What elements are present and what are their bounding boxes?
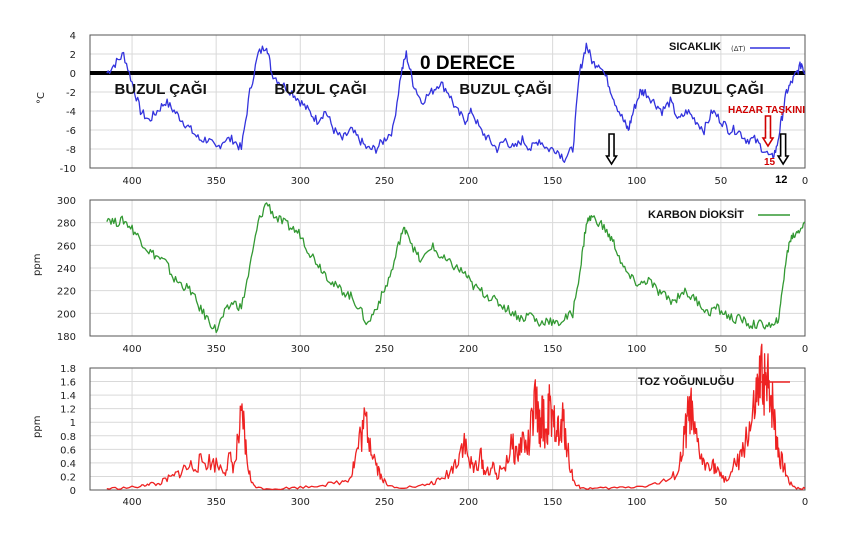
dust-x-tick-label: 250 — [375, 497, 394, 508]
dust-x-tick-label: 150 — [543, 497, 562, 508]
dust-x-tick-label: 400 — [123, 497, 142, 508]
dust-y-tick-label: 1.2 — [60, 405, 76, 416]
temp-x-tick-label: 100 — [627, 176, 646, 187]
co2-y-tick-label: 220 — [57, 287, 76, 298]
co2-plot-frame — [89, 199, 806, 337]
dust-legend: TOZ YOĞUNLUĞU — [638, 375, 790, 388]
co2-y-tick-label: 260 — [57, 241, 76, 252]
co2-y-tick-label: 180 — [57, 332, 76, 343]
zero-degree-label: 0 DERECE — [420, 53, 515, 74]
co2-x-tick-label: 350 — [207, 344, 226, 355]
dust-x-tick-label: 200 — [459, 497, 478, 508]
red-down-arrow-icon — [761, 115, 775, 148]
temp-y-tick-label: 0 — [70, 69, 76, 80]
arrow-shape — [761, 115, 775, 148]
co2-y-tick-label: 200 — [57, 309, 76, 320]
co2-x-tick-label: 150 — [543, 344, 562, 355]
temperature-series-line — [106, 42, 806, 163]
dust-y-ticks: 1.8 1.6 1.4 1.2 1 0.8 0.6 0.4 0.2 0 — [60, 364, 76, 497]
temp-y-tick-label: -2 — [66, 88, 76, 99]
co2-y-tick-label: 300 — [57, 196, 76, 207]
dust-y-tick-label: 0 — [70, 486, 76, 497]
temp-x-tick-label: 400 — [123, 176, 142, 187]
co2-y-tick-label: 240 — [57, 264, 76, 275]
ice-age-label-4: BUZUL ÇAĞI — [671, 80, 763, 98]
dust-y-tick-label: 1.4 — [60, 391, 76, 402]
caspian-flood-label: HAZAR TAŞKINI — [728, 105, 805, 116]
caspian-flood-year: 15 — [764, 157, 776, 168]
temp-x-tick-label: 300 — [291, 176, 310, 187]
co2-legend: KARBON DİOKSİT — [648, 208, 790, 221]
temp-y-tick-label: -4 — [66, 107, 76, 118]
temp-y-tick-label: -6 — [66, 126, 76, 137]
dust-y-tick-label: 1.6 — [60, 378, 76, 389]
co2-x-tick-label: 100 — [627, 344, 646, 355]
temp-y-tick-label: -10 — [60, 164, 76, 175]
co2-y-tick-label: 280 — [57, 219, 76, 230]
dust-y-axis-label: ppm — [32, 416, 43, 438]
temp-x-tick-label: 250 — [375, 176, 394, 187]
temperature-legend-label: SICAKLIK — [669, 41, 721, 53]
co2-x-tick-label: 300 — [291, 344, 310, 355]
dust-y-tick-label: 1.8 — [60, 364, 76, 375]
arrow-year-label: 12 — [775, 174, 787, 186]
temperature-panel: 420-2-4-6-8-10 400 350 300 250 200 150 100 50 0 … — [36, 31, 808, 187]
arrow-shape — [605, 133, 618, 166]
temp-x-tick-label: 200 — [459, 176, 478, 187]
dust-panel: 1.8 1.6 1.4 1.2 1 0.8 0.6 0.4 0.2 0 400 350 300 250 2… — [32, 343, 809, 508]
ice-age-label-3: BUZUL ÇAĞI — [459, 80, 551, 98]
temp-y-tick-label: 4 — [70, 31, 76, 42]
dust-legend-label: TOZ YOĞUNLUĞU — [638, 375, 734, 388]
temp-x-tick-label: 50 — [715, 176, 728, 187]
co2-x-tick-label: 200 — [459, 344, 478, 355]
co2-panel: 300 280 260 240 220 200 180 400 350 300 250 200 150… — [32, 196, 808, 355]
dust-y-tick-label: 0.8 — [60, 432, 76, 443]
dust-plot-frame — [89, 367, 806, 491]
co2-x-tick-label: 250 — [375, 344, 394, 355]
co2-x-ticks: 400 350 300 250 200 150 100 50 0 — [123, 344, 809, 355]
temp-x-tick-label: 150 — [543, 176, 562, 187]
down-arrow-icon-2 — [776, 133, 790, 166]
dust-y-tick-label: 1 — [70, 418, 76, 429]
temp-y-tick-label: -8 — [66, 145, 76, 156]
temperature-x-ticks: 400 350 300 250 200 150 100 50 0 — [123, 176, 809, 187]
co2-y-axis-label: ppm — [32, 254, 43, 276]
temperature-legend: SICAKLIK (ΔT) — [669, 41, 790, 53]
co2-x-tick-label: 0 — [802, 344, 808, 355]
temp-x-tick-label: 0 — [802, 176, 808, 187]
co2-y-ticks: 300 280 260 240 220 200 180 — [57, 196, 76, 343]
dust-x-tick-label: 350 — [207, 497, 226, 508]
temperature-legend-sub: (ΔT) — [731, 45, 746, 53]
ice-age-label-1: BUZUL ÇAĞI — [115, 80, 207, 98]
temp-y-tick-label: 2 — [70, 50, 76, 61]
dust-y-tick-label: 0.6 — [60, 445, 76, 456]
temperature-plot-frame — [89, 34, 806, 169]
co2-legend-label: KARBON DİOKSİT — [648, 208, 744, 221]
arrow-shape — [776, 133, 790, 166]
temperature-y-ticks: 4 2 0 -2 -4 -6 -8 -10 — [60, 31, 76, 175]
dust-series-line — [106, 343, 806, 491]
dust-x-tick-label: 50 — [715, 497, 728, 508]
dust-y-tick-label: 0.2 — [60, 472, 76, 483]
co2-x-tick-label: 50 — [715, 344, 728, 355]
dust-x-tick-label: 100 — [627, 497, 646, 508]
ice-age-label-2: BUZUL ÇAĞI — [274, 80, 366, 98]
dust-x-ticks: 400 350 300 250 200 150 100 50 0 — [123, 497, 809, 508]
temp-x-tick-label: 350 — [207, 176, 226, 187]
temperature-y-axis-label: °C — [36, 92, 47, 104]
co2-series-line — [106, 202, 806, 334]
dust-y-tick-label: 0.4 — [60, 459, 76, 470]
down-arrow-icon — [605, 133, 618, 166]
dust-x-tick-label: 0 — [802, 497, 808, 508]
co2-x-tick-label: 400 — [123, 344, 142, 355]
dust-x-tick-label: 300 — [291, 497, 310, 508]
